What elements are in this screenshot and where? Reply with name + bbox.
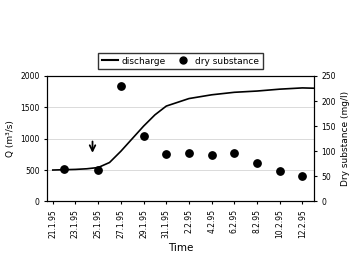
Point [118,84,124,88]
X-axis label: Time: Time [168,243,193,254]
Point [277,169,283,173]
Point [209,153,214,157]
Point [186,151,192,155]
Y-axis label: Dry substance (mg/l): Dry substance (mg/l) [341,91,350,186]
Point [231,151,237,155]
Y-axis label: Q (m³/s): Q (m³/s) [6,120,15,157]
Legend: discharge, dry substance: discharge, dry substance [98,53,262,69]
Point [299,174,305,178]
Point [61,167,67,171]
Point [163,152,169,156]
Point [141,134,146,138]
Point [254,161,260,165]
Point [95,168,101,172]
Point [345,184,351,188]
Point [322,180,328,184]
